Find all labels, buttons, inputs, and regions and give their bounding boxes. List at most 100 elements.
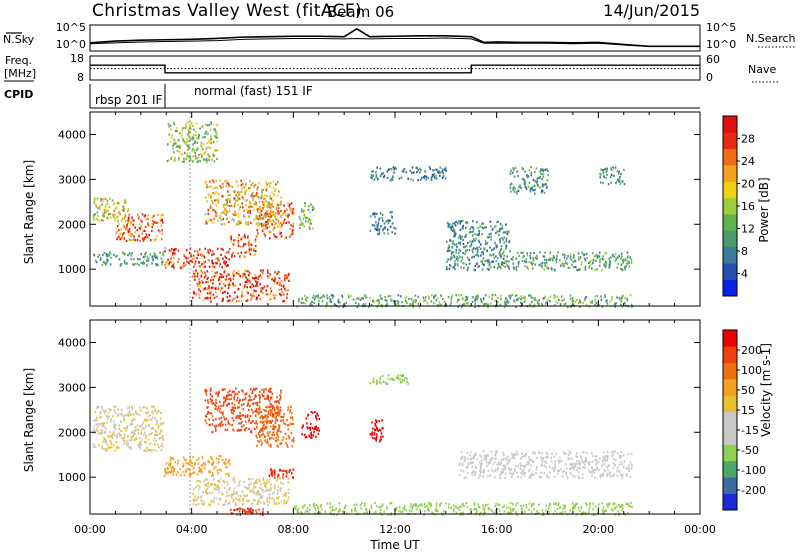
- echo-cell: [605, 509, 607, 513]
- echo-cell: [375, 437, 378, 440]
- echo-cell: [618, 470, 620, 473]
- echo-cell: [602, 506, 605, 509]
- echo-cell: [462, 238, 464, 241]
- echo-cell: [630, 258, 633, 261]
- echo-cell: [309, 504, 311, 507]
- echo-cell: [419, 178, 422, 181]
- echo-cell: [509, 502, 512, 505]
- echo-cell: [613, 507, 616, 510]
- echo-cell: [500, 248, 503, 251]
- echo-cell: [176, 130, 178, 133]
- echo-cell: [206, 159, 208, 162]
- echo-cell: [217, 259, 220, 262]
- echo-cell: [619, 505, 621, 508]
- echo-cell: [369, 229, 372, 232]
- echo-cell: [255, 290, 257, 293]
- echo-cell: [282, 300, 284, 303]
- echo-cell: [271, 403, 273, 406]
- echo-cell: [562, 265, 565, 268]
- echo-cell: [234, 503, 237, 506]
- velocity-echo-layer: [92, 374, 633, 517]
- echo-cell: [211, 415, 214, 418]
- echo-cell: [177, 139, 180, 142]
- echo-cell: [250, 183, 253, 186]
- echo-cell: [224, 388, 226, 391]
- echo-cell: [371, 432, 374, 435]
- echo-cell: [183, 151, 186, 154]
- echo-cell: [172, 249, 175, 252]
- echo-cell: [398, 510, 400, 513]
- echo-cell: [487, 305, 489, 309]
- echo-cell: [569, 266, 571, 269]
- echo-cell: [563, 256, 566, 259]
- echo-cell: [435, 177, 438, 180]
- echo-cell: [104, 206, 107, 209]
- echo-cell: [201, 263, 203, 266]
- echo-cell: [594, 505, 597, 508]
- echo-cell: [378, 301, 380, 304]
- echo-cell: [433, 172, 436, 176]
- echo-cell: [509, 472, 512, 475]
- echo-cell: [267, 271, 269, 274]
- echo-cell: [505, 240, 508, 243]
- echo-cell: [285, 236, 287, 239]
- echo-cell: [123, 417, 125, 420]
- echo-cell: [257, 440, 259, 443]
- echo-cell: [262, 433, 265, 436]
- echo-cell: [178, 144, 181, 147]
- echo-cell: [390, 502, 393, 505]
- echo-cell: [507, 459, 510, 462]
- echo-cell: [435, 504, 438, 507]
- echo-cell: [237, 239, 240, 242]
- echo-cell: [459, 222, 462, 225]
- echo-cell: [460, 469, 462, 472]
- echo-cell: [172, 144, 174, 147]
- echo-cell: [159, 230, 161, 233]
- echo-cell: [271, 472, 273, 475]
- echo-cell: [543, 268, 546, 271]
- echo-cell: [535, 298, 537, 302]
- echo-cell: [191, 124, 194, 127]
- echo-cell: [601, 169, 604, 172]
- echo-cell: [618, 172, 620, 175]
- echo-cell: [264, 416, 266, 419]
- echo-cell: [497, 468, 499, 471]
- echo-cell: [168, 249, 171, 252]
- echo-cell: [273, 193, 275, 196]
- echo-cell: [169, 140, 172, 143]
- echo-cell: [237, 198, 240, 201]
- echo-cell: [564, 510, 567, 513]
- echo-cell: [190, 255, 193, 258]
- echo-cell: [215, 211, 218, 215]
- echo-cell: [102, 260, 105, 264]
- echo-cell: [440, 502, 442, 505]
- echo-cell: [144, 441, 146, 444]
- echo-cell: [548, 471, 551, 474]
- echo-cell: [260, 487, 263, 490]
- echo-cell: [173, 142, 175, 145]
- echo-cell: [146, 446, 148, 449]
- echo-cell: [411, 166, 414, 169]
- echo-cell: [567, 453, 570, 456]
- echo-cell: [578, 471, 580, 474]
- echo-cell: [313, 301, 315, 304]
- echo-cell: [529, 190, 532, 193]
- echo-cell: [624, 268, 626, 271]
- echo-cell: [182, 139, 185, 142]
- echo-cell: [583, 463, 586, 466]
- echo-cell: [472, 226, 474, 229]
- echo-cell: [215, 131, 218, 134]
- echo-cell: [531, 185, 534, 188]
- echo-cell: [507, 462, 509, 465]
- echo-cell: [259, 197, 262, 200]
- echo-cell: [255, 223, 258, 226]
- echo-cell: [191, 260, 194, 263]
- echo-cell: [470, 451, 472, 454]
- echo-cell: [230, 238, 232, 241]
- echo-cell: [182, 127, 184, 130]
- echo-cell: [172, 465, 174, 469]
- echo-cell: [541, 168, 543, 171]
- echo-cell: [517, 265, 520, 268]
- echo-cell: [573, 506, 576, 510]
- echo-cell: [284, 288, 286, 291]
